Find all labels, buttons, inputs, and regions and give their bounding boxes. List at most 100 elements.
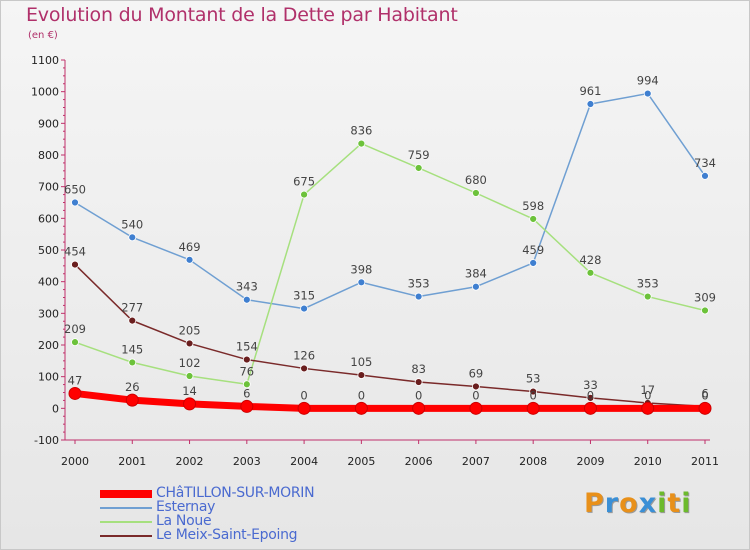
data-label: 14 — [182, 384, 197, 398]
data-point — [583, 401, 597, 415]
data-point — [472, 282, 480, 291]
data-label: 469 — [179, 240, 201, 254]
data-label: 209 — [64, 322, 86, 336]
legend-label-chatillon: CHâTILLON-SUR-MORIN — [156, 485, 315, 501]
data-label: 6 — [243, 386, 250, 400]
data-point — [297, 401, 311, 415]
data-label: 0 — [701, 388, 708, 402]
data-point — [472, 189, 480, 197]
data-point — [300, 190, 308, 199]
logo-letter: P — [584, 488, 605, 519]
data-point — [469, 401, 483, 415]
data-point — [586, 100, 595, 108]
data-point — [242, 355, 251, 364]
data-label: 102 — [179, 356, 201, 370]
data-label: 53 — [526, 372, 541, 386]
y-tick-label: 300 — [38, 307, 59, 320]
data-label: 0 — [472, 388, 479, 402]
data-label: 459 — [522, 243, 544, 257]
y-tick-label: 1100 — [31, 54, 59, 67]
y-tick-label: 800 — [38, 149, 59, 162]
x-tick-label: 2004 — [290, 455, 318, 468]
x-tick-label: 2011 — [691, 455, 719, 468]
data-label: 454 — [64, 245, 86, 259]
logo-letter: t — [667, 488, 682, 519]
data-point — [701, 171, 709, 180]
series-line — [74, 263, 706, 408]
data-label: 994 — [637, 74, 659, 88]
data-label: 0 — [415, 388, 422, 402]
data-point — [125, 393, 139, 407]
data-point — [240, 399, 254, 413]
data-point — [357, 139, 366, 148]
data-point — [701, 306, 709, 315]
x-tick-label: 2010 — [634, 455, 662, 468]
data-point — [641, 401, 655, 415]
data-point — [529, 259, 538, 267]
y-tick-label: 0 — [52, 402, 59, 415]
data-label: 540 — [121, 217, 143, 231]
y-tick-label: 700 — [38, 181, 59, 194]
data-point — [357, 278, 366, 287]
data-point — [185, 372, 194, 380]
data-point — [185, 339, 194, 348]
data-label: 428 — [579, 253, 601, 267]
data-label: 33 — [583, 378, 598, 392]
data-label: 598 — [522, 199, 544, 213]
legend-item-chatillon: CHâTILLON-SUR-MORIN — [100, 485, 360, 502]
data-label: 353 — [408, 277, 430, 291]
data-point — [71, 198, 79, 207]
chart-title: Evolution du Montant de la Dette par Hab… — [26, 4, 458, 26]
data-label: 961 — [579, 84, 601, 98]
data-label: 154 — [236, 340, 258, 354]
legend-label-la-noue: La Noue — [156, 513, 212, 529]
data-label: 384 — [465, 267, 487, 281]
series-line — [71, 389, 709, 412]
legend-item-esternay: Esternay — [100, 499, 360, 516]
x-tick-label: 2002 — [176, 455, 204, 468]
data-label: 353 — [637, 277, 659, 291]
data-label: 650 — [64, 183, 86, 197]
data-label: 205 — [179, 323, 201, 337]
logo-letter: i — [681, 488, 692, 519]
data-label: 309 — [694, 290, 716, 304]
data-point — [68, 386, 82, 400]
data-point — [414, 378, 423, 386]
y-tick-label: 600 — [38, 212, 59, 225]
legend-item-la-noue: La Noue — [100, 513, 360, 530]
data-point — [414, 292, 423, 301]
data-point — [698, 401, 712, 415]
legend-label-le-meix: Le Meix-Saint-Epoing — [156, 527, 298, 543]
data-label: 734 — [694, 156, 716, 170]
x-tick-label: 2001 — [118, 455, 146, 468]
data-label: 0 — [644, 388, 651, 402]
data-label: 69 — [469, 366, 484, 380]
legend-swatch-esternay — [100, 507, 152, 509]
data-label: 675 — [293, 175, 315, 189]
legend-swatch-le-meix — [100, 535, 152, 537]
data-point — [185, 255, 194, 264]
data-label: 47 — [68, 373, 83, 387]
x-tick-label: 2007 — [462, 455, 490, 468]
x-tick-label: 2009 — [576, 455, 604, 468]
legend-label-esternay: Esternay — [156, 499, 216, 515]
data-point — [354, 401, 368, 415]
series-line — [74, 142, 706, 386]
legend-swatch-la-noue — [100, 521, 152, 523]
logo-letter: x — [638, 488, 658, 519]
data-point — [71, 260, 79, 269]
series-line — [74, 92, 706, 310]
data-point — [529, 215, 538, 223]
legend-swatch-chatillon — [100, 490, 152, 498]
data-point — [242, 295, 251, 304]
data-point — [412, 401, 426, 415]
data-label: 17 — [640, 383, 655, 397]
x-tick-label: 2000 — [61, 455, 89, 468]
data-point — [526, 401, 540, 415]
data-label: 26 — [125, 380, 140, 394]
data-point — [300, 304, 308, 313]
data-label: 76 — [239, 364, 254, 378]
data-label: 83 — [411, 362, 426, 376]
